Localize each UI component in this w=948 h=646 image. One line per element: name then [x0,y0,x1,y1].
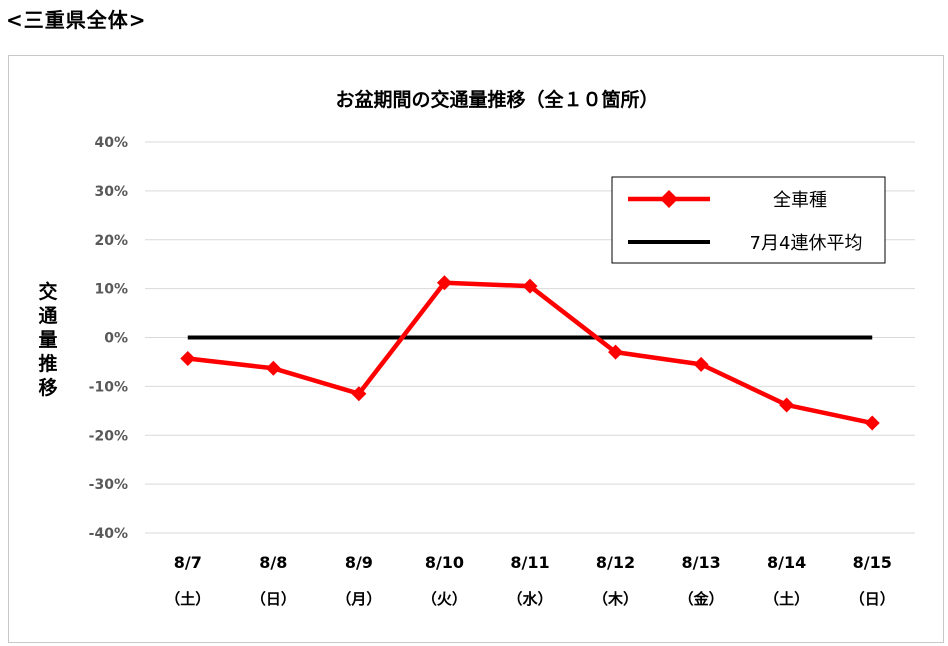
data-point [351,386,367,402]
x-tick-weekday: （金） [679,590,724,608]
x-tick-label: 8/15 [853,553,892,572]
y-tick-label: -10% [89,379,128,395]
x-tick-weekday: （日） [850,590,895,608]
y-tick-label: 30% [94,184,128,200]
data-point [608,344,624,360]
legend: 全車種 7月4連休平均 [611,176,886,264]
series-layer [180,275,880,431]
x-tick-weekday: （土） [165,590,210,608]
x-tick-weekday: （日） [251,590,296,608]
x-tick-weekday: （水） [507,590,552,608]
x-tick-label: 8/11 [510,553,549,572]
x-tick-label: 8/9 [345,553,373,572]
x-tick-weekday: （木） [593,590,638,608]
y-axis-label-char: 通 [38,305,58,327]
y-tick-label: -40% [89,526,128,542]
x-tick-label: 8/12 [596,553,635,572]
x-tick-label: 8/8 [259,553,287,572]
y-axis-label-char: 推 [38,352,57,375]
data-point [779,397,795,413]
legend-swatch-marker [660,190,678,208]
y-axis-label: 交通量推移 [38,280,58,399]
data-point [522,278,538,294]
y-axis-label-char: 交 [38,280,57,303]
y-axis-label-char: 量 [38,329,57,351]
x-tick-weekday: （月） [336,590,381,608]
data-point [436,275,452,291]
legend-label: 全車種 [773,190,827,211]
x-tick-label: 8/13 [681,553,720,572]
series-line-0 [187,280,873,426]
legend-box [611,176,886,264]
y-tick-label: 20% [94,233,128,249]
y-tick-label: -30% [89,477,128,493]
data-point [693,356,709,372]
data-point [180,351,196,367]
y-tick-label: 0% [104,331,128,347]
data-point [265,360,281,376]
x-tick-label: 8/10 [425,553,464,572]
chart-frame [8,55,944,643]
data-point [864,415,880,431]
x-tick-label: 8/7 [174,553,202,572]
x-axis-ticks: 8/7 （土） 8/8 （日） 8/9 （月） 8/10 （火） 8/11 （水） 8/12 （木） 8… [165,553,894,608]
y-tick-label: 10% [94,282,128,298]
legend-label: 7月4連休平均 [750,233,863,254]
y-tick-label: 40% [94,135,128,151]
y-tick-label: -20% [89,428,128,444]
x-tick-label: 8/14 [767,553,806,572]
y-axis-ticks: 40% 30% 20% 10% 0% -10% -20% -30% -40% [89,135,128,542]
x-tick-weekday: （火） [422,590,467,608]
x-tick-weekday: （土） [764,590,809,608]
region-title: <三重県全体> [6,8,147,32]
y-axis-label-char: 移 [38,376,57,399]
chart-title: お盆期間の交通量推移（全１０箇所） [335,88,658,111]
